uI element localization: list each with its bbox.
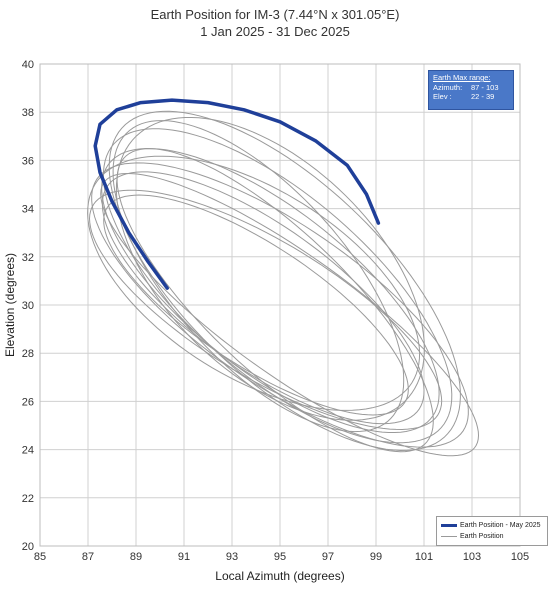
legend: Earth Position - May 2025 Earth Position (436, 516, 548, 546)
x-tick-label: 85 (34, 551, 46, 563)
earth-position-loop (88, 189, 443, 431)
y-tick-label: 20 (22, 541, 34, 553)
chart-subtitle: 1 Jan 2025 - 31 Dec 2025 (200, 24, 350, 39)
may-2025-track (93, 98, 381, 290)
x-tick-label: 87 (82, 551, 94, 563)
legend-item-may: Earth Position - May 2025 (441, 520, 543, 531)
info-box-header: Earth Max range: (433, 73, 491, 82)
legend-swatch-may (441, 524, 457, 527)
earth-position-loop (112, 120, 405, 433)
earth-max-range-box: Earth Max range: Azimuth: 87 - 103 Elev :… (428, 70, 514, 110)
info-azimuth-row: Azimuth: 87 - 103 (433, 83, 509, 93)
y-tick-label: 28 (22, 348, 34, 360)
earth-position-loop (115, 117, 425, 421)
x-tick-label: 89 (130, 551, 142, 563)
x-tick-label: 93 (226, 551, 238, 563)
series-earth-position-may (93, 98, 381, 290)
y-axis-title: Elevation (degrees) (3, 253, 17, 357)
x-tick-label: 103 (463, 551, 481, 563)
y-tick-label: 36 (22, 155, 34, 167)
chart-title-block: Earth Position for IM-3 (7.44°N x 301.05… (0, 6, 550, 40)
plot-frame (39, 63, 521, 547)
y-tick-label: 26 (22, 396, 34, 408)
info-azimuth-label: Azimuth: (433, 82, 463, 92)
y-tick-label: 34 (22, 204, 34, 216)
x-tick-label: 95 (274, 551, 286, 563)
earth-position-loop (87, 155, 421, 411)
y-tick-label: 22 (22, 493, 34, 505)
earth-position-loop (102, 128, 453, 444)
info-elev-label: Elev : (433, 92, 452, 101)
info-elev-value: 22 - 39 (471, 92, 495, 101)
earth-position-loop (108, 110, 461, 452)
x-tick-label: 99 (370, 551, 382, 563)
x-tick-label: 97 (322, 551, 334, 563)
info-elev-row: Elev : 22 - 39 (433, 92, 509, 102)
x-tick-label: 91 (178, 551, 190, 563)
earth-position-loop (91, 162, 469, 448)
chart-title: Earth Position for IM-3 (7.44°N x 301.05… (150, 7, 400, 22)
x-tick-label: 101 (415, 551, 433, 563)
series-earth-position (87, 110, 480, 457)
info-azimuth-value: 87 - 103 (471, 82, 499, 92)
y-tick-label: 38 (22, 107, 34, 119)
y-tick-label: 32 (22, 252, 34, 264)
earth-position-loop (101, 171, 425, 425)
legend-label-may: Earth Position - May 2025 (460, 522, 541, 529)
axes: 85 87 89 91 93 95 97 99 101 103 105 20 22 24 26 28 30 32 3… (3, 59, 529, 583)
grid (39, 63, 521, 547)
x-tick-label: 105 (511, 551, 529, 563)
legend-label-earth: Earth Position (460, 533, 504, 540)
y-tick-label: 24 (22, 445, 34, 457)
y-tick-label: 30 (22, 300, 34, 312)
legend-swatch-earth (441, 536, 457, 537)
y-tick-label: 40 (22, 59, 34, 71)
legend-item-earth: Earth Position (441, 531, 543, 542)
x-axis-title: Local Azimuth (degrees) (215, 569, 344, 583)
